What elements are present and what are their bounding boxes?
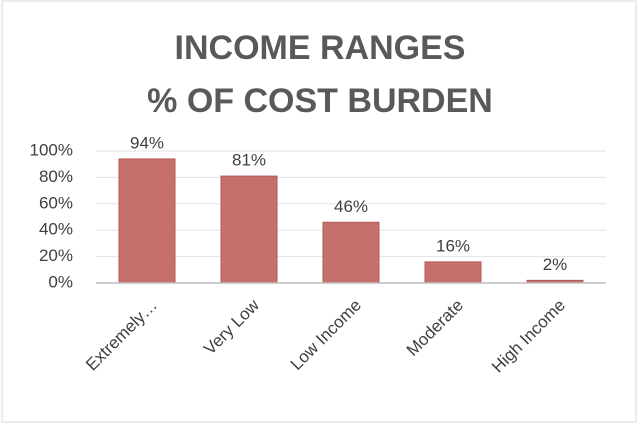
value-label: 2% [543, 255, 568, 274]
y-tick-label: 40% [39, 220, 73, 239]
value-label: 16% [436, 236, 470, 255]
y-tick-label: 60% [39, 193, 73, 212]
chart-title: INCOME RANGES [175, 29, 466, 67]
chart-title: % OF COST BURDEN [147, 82, 493, 120]
bar [118, 158, 176, 284]
bar [424, 261, 482, 284]
y-tick-label: 100% [30, 140, 73, 159]
value-label: 46% [334, 197, 368, 216]
value-label: 94% [130, 133, 164, 152]
value-label: 81% [232, 151, 266, 170]
y-tick-label: 20% [39, 246, 73, 265]
y-tick-label: 80% [39, 167, 73, 186]
y-tick-label: 0% [48, 272, 73, 291]
bar [220, 175, 278, 284]
bar [322, 221, 380, 284]
